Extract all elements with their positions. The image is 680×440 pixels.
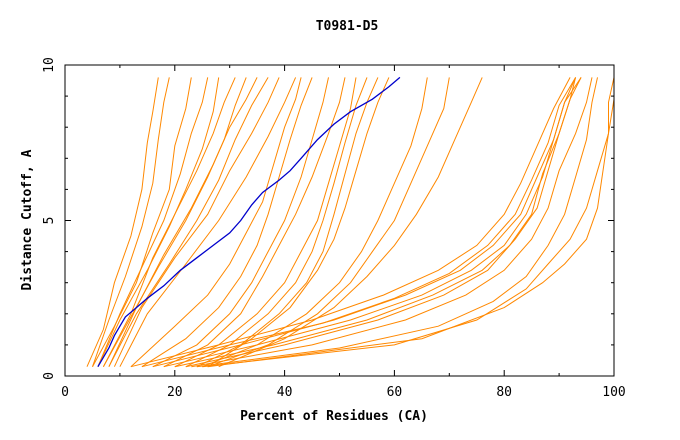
series-line-15 [163, 77, 346, 368]
y-axis: 0 5 10 [42, 57, 614, 380]
series-line-16 [174, 77, 357, 368]
series-line-26 [163, 77, 577, 368]
x-tick-label: 20 [167, 385, 183, 400]
series-line-2 [92, 77, 170, 367]
series-line-30 [196, 77, 598, 368]
x-tick-label: 60 [387, 385, 403, 400]
series-line-14 [152, 77, 329, 368]
series-line-22 [218, 77, 483, 368]
series-line-12 [130, 77, 302, 368]
series-layer [86, 77, 615, 368]
highlight-series-line [97, 76, 401, 368]
series-line-11 [119, 77, 297, 367]
y-tick-label: 5 [42, 217, 57, 225]
series-line-13 [141, 77, 313, 368]
y-axis-label: Distance Cutoff, A [20, 149, 35, 290]
series-line-32 [207, 77, 615, 368]
series-line-21 [207, 77, 450, 368]
x-axis: 0 20 40 60 80 100 [61, 65, 626, 400]
y-tick-label: 10 [42, 57, 57, 73]
highlight-layer [97, 76, 401, 368]
series-line-23 [130, 77, 571, 368]
series-line-27 [174, 77, 577, 368]
series-line-29 [191, 77, 593, 368]
series-line-9 [108, 77, 269, 367]
x-tick-label: 0 [61, 385, 69, 400]
series-line-19 [207, 77, 390, 368]
series-line-10 [113, 77, 280, 367]
x-tick-label: 80 [496, 385, 512, 400]
y-tick-label: 0 [42, 372, 57, 380]
series-line-20 [202, 77, 428, 368]
series-line-7 [102, 77, 247, 367]
series-line-6 [102, 77, 236, 367]
x-axis-label: Percent of Residues (CA) [240, 409, 428, 424]
series-line-17 [185, 77, 368, 368]
series-line-4 [97, 77, 209, 367]
chart-title: T0981-D5 [316, 19, 379, 34]
x-tick-label: 40 [277, 385, 293, 400]
series-line-18 [196, 77, 379, 368]
series-line-8 [108, 77, 258, 367]
series-line-24 [141, 77, 577, 368]
plot-frame [64, 64, 615, 377]
series-line-31 [202, 77, 615, 368]
x-tick-label: 100 [602, 385, 625, 400]
series-line-28 [185, 77, 582, 368]
series-line-1 [86, 77, 159, 367]
